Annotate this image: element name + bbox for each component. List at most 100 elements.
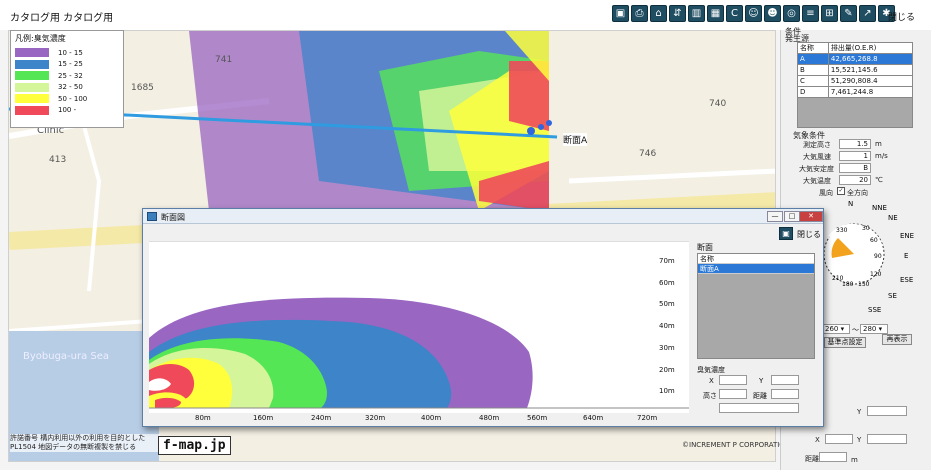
legend-item: 25 - 32 [15,70,119,82]
legend-item: 10 - 15 [15,47,119,59]
table-row[interactable]: D 7,461,244.8 [797,86,914,98]
maximize-button[interactable]: □ [784,211,800,222]
top-bar: カタログ用 カタログ用 ▣ ⎙ ⌂ ⇵ ▥ ▦ C ☺ ☻ ◎ ≡ ⊞ ✎ ↗ … [0,0,931,30]
field-unit: m [875,140,882,148]
all-directions-checkbox[interactable]: ✓ [837,187,845,195]
x-value-field[interactable] [719,375,747,385]
stability-field[interactable]: B [839,163,871,173]
concentration-value-field[interactable] [719,403,799,413]
image-save-icon[interactable]: ▣ [779,227,793,240]
map-label: 1685 [131,83,154,93]
section-list[interactable]: 名称 断面A [697,253,815,359]
wind-dir-label: 風向 [819,189,833,197]
x-tick-label: 320m [365,414,386,422]
x-label: X [815,436,820,444]
legend: 凡例:臭気濃度 10 - 15 15 - 25 25 - 32 32 - 50 … [10,30,124,128]
range-to-select[interactable]: 280 ▾ [860,324,888,334]
x-tick-label: 480m [479,414,500,422]
minimize-button[interactable]: — [767,211,783,222]
source-value: 15,521,145.6 [827,64,914,76]
window-title: 断面図 [161,213,185,222]
map-print-icon[interactable]: ▣ [612,5,629,22]
compass-dir-label: ESE [900,276,913,284]
wind-compass[interactable]: N NNE NE ENE E ESE SE SSE 30 60 90 120 1… [808,196,931,316]
map-label: Clinic [37,125,65,136]
height-field[interactable]: 1.5 [839,139,871,149]
weather-heading: 気象条件 [793,131,825,140]
window-titlebar[interactable]: 断面図 — □ ✕ [143,209,823,224]
set-base-point-button[interactable]: 基準点設定 [824,337,866,348]
table-row[interactable]: B 15,521,145.6 [797,64,914,76]
toolbar: ▣ ⎙ ⌂ ⇵ ▥ ▦ C ☺ ☻ ◎ ≡ ⊞ ✎ ↗ ✱ [612,5,895,22]
col-name-header: 名称 [797,42,829,54]
x-tick-label: 80m [195,414,211,422]
y-tick-label: 40m [659,322,675,330]
compass-tick-label: 90 [874,253,882,260]
legend-swatch [15,48,49,58]
target-icon[interactable]: ◎ [783,5,800,22]
distance-field[interactable] [819,452,847,462]
pen-icon[interactable]: ✎ [840,5,857,22]
sources-table: 名称 排出量(O.E.R) A 42,665,268.8 B 15,521,14… [797,42,914,98]
legend-swatch [15,105,49,115]
conditions-heading: 条件 [785,27,801,36]
x-field[interactable] [825,434,853,444]
factory-icon[interactable]: ▥ [688,5,705,22]
legend-swatch [15,94,49,104]
table-row[interactable]: A 42,665,268.8 [797,53,914,65]
height-value-field[interactable] [719,389,747,399]
grid-icon[interactable]: ▦ [707,5,724,22]
y-label-2: Y [857,436,862,444]
gear-icon[interactable]: ✱ [878,5,895,22]
xsec-close-button[interactable]: 閉じる [797,230,821,239]
building-icon[interactable]: ⌂ [650,5,667,22]
chart-icon[interactable]: ↗ [859,5,876,22]
distance-label: 距離 [753,392,767,400]
distance-value-field[interactable] [771,389,799,399]
x-tick-label: 160m [253,414,274,422]
list-icon[interactable]: ≡ [802,5,819,22]
legend-label: 15 - 25 [58,60,83,69]
redisplay-button[interactable]: 再表示 [882,334,912,345]
cm-icon[interactable]: C [726,5,743,22]
legend-swatch [15,82,49,92]
compass-dir-label: SE [888,292,897,300]
close-button[interactable]: 閉じる [888,13,916,23]
compass-dir-label: SSE [868,306,881,314]
y-value-field[interactable] [771,375,799,385]
legend-item: 100 - [15,105,119,117]
odor-heading: 臭気濃度 [697,366,725,374]
table-row[interactable]: C 51,290,808.4 [797,75,914,87]
source-name: B [797,64,829,76]
print-icon[interactable]: ⎙ [631,5,648,22]
people-icon[interactable]: ☺ [745,5,762,22]
height-label: 高さ [703,392,717,400]
range-to-value: 280 [863,325,877,333]
compass-tick-label: 210 [832,275,844,282]
distance-label: 距離 [805,455,819,463]
compass-tick-label: 180 [842,281,854,288]
compass-dir-label: E [904,252,908,260]
section-heading: 断面 [697,243,713,252]
plume-profile [149,297,689,409]
y-tick-label: 10m [659,387,675,395]
ruler-icon[interactable]: ⊞ [821,5,838,22]
source-value: 42,665,268.8 [827,53,914,65]
y-field-2[interactable] [867,434,907,444]
legend-label: 32 - 50 [58,83,83,92]
y-tick-label: 30m [659,344,675,352]
windspeed-field[interactable]: 1 [839,151,871,161]
y-field[interactable] [867,406,907,416]
range-from-select[interactable]: 260 ▾ [822,324,850,334]
compass-tick-label: 330 [836,227,848,234]
window-close-button[interactable]: ✕ [799,211,823,222]
fmap-logo: f-map.jp [158,436,231,455]
temperature-field[interactable]: 20 [839,175,871,185]
map-label: 741 [215,55,233,65]
road-icon[interactable]: ⇵ [669,5,686,22]
field-label: 測定高さ [803,141,831,149]
field-unit: m/s [875,152,888,160]
list-item[interactable]: 断面A [698,264,814,274]
face-icon[interactable]: ☻ [764,5,781,22]
